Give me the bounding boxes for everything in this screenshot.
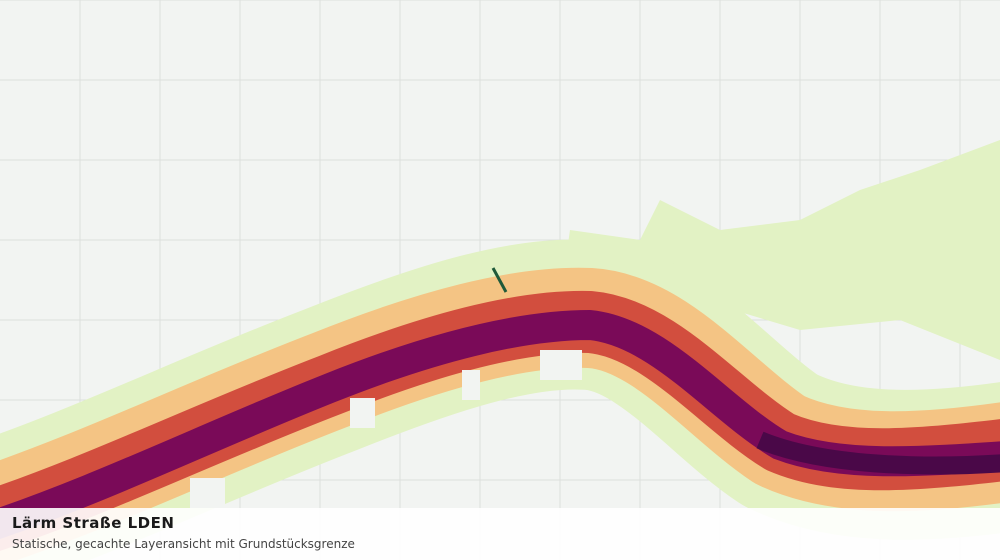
building xyxy=(540,350,582,380)
noise-zones xyxy=(0,140,1000,560)
zone-light xyxy=(560,140,1000,360)
layer-subtitle: Statische, gecachte Layeransicht mit Gru… xyxy=(12,537,355,551)
building xyxy=(190,478,225,508)
caption-bar: Lärm Straße LDEN Statische, gecachte Lay… xyxy=(0,508,1000,560)
building xyxy=(462,370,480,400)
building xyxy=(350,398,375,428)
zone-70 xyxy=(756,431,1000,475)
layer-title: Lärm Straße LDEN xyxy=(12,514,175,532)
boundary-marker xyxy=(491,267,508,293)
